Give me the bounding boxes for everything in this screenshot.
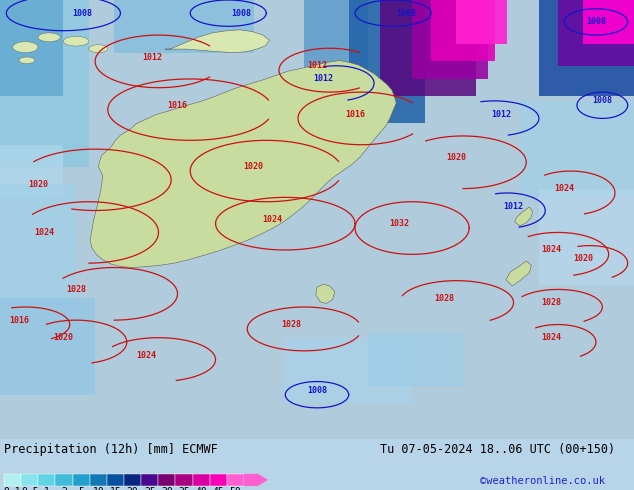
Bar [520, 101, 634, 197]
Bar [380, 0, 476, 97]
Bar [368, 333, 463, 386]
Text: 1012: 1012 [313, 74, 333, 83]
Text: 15: 15 [110, 487, 121, 490]
Bar [114, 0, 254, 52]
Text: 35: 35 [178, 487, 190, 490]
Text: 1008: 1008 [72, 9, 93, 18]
Text: 1008: 1008 [231, 9, 251, 18]
Bar [412, 0, 488, 79]
Text: 1028: 1028 [434, 294, 454, 303]
Polygon shape [90, 61, 396, 268]
Text: 1016: 1016 [9, 316, 29, 325]
Text: 40: 40 [195, 487, 207, 490]
Bar [193, 474, 210, 486]
Text: 1008: 1008 [592, 97, 612, 105]
Bar [0, 184, 76, 307]
Text: 1024: 1024 [541, 245, 562, 254]
Text: 1024: 1024 [262, 215, 283, 224]
Bar [0, 145, 63, 197]
Text: 10: 10 [93, 487, 104, 490]
Text: 1012: 1012 [142, 52, 162, 62]
Text: 1020: 1020 [573, 254, 593, 263]
Bar [0, 0, 89, 167]
Polygon shape [506, 261, 531, 286]
Text: 30: 30 [161, 487, 172, 490]
Text: 1024: 1024 [541, 333, 562, 342]
Bar [227, 474, 244, 486]
Bar [456, 0, 507, 44]
Text: Tu 07-05-2024 18..06 UTC (00+150): Tu 07-05-2024 18..06 UTC (00+150) [380, 442, 615, 456]
Text: 1008: 1008 [396, 9, 416, 18]
Text: 1012: 1012 [491, 110, 511, 119]
Bar [141, 474, 158, 486]
Bar [583, 0, 634, 44]
Bar [4, 474, 21, 486]
FancyArrow shape [244, 474, 268, 486]
Ellipse shape [13, 42, 38, 52]
Bar [349, 0, 425, 123]
Bar [38, 474, 55, 486]
Bar [539, 0, 634, 97]
Text: 1008: 1008 [307, 386, 327, 395]
Bar [158, 474, 176, 486]
Text: ©weatheronline.co.uk: ©weatheronline.co.uk [480, 476, 605, 486]
Ellipse shape [19, 57, 35, 64]
Text: 1016: 1016 [345, 110, 365, 119]
Bar [304, 0, 368, 79]
Bar [431, 0, 495, 61]
Bar [0, 298, 95, 395]
Bar [107, 474, 124, 486]
Bar [124, 474, 141, 486]
Bar [210, 474, 227, 486]
Text: 1032: 1032 [389, 219, 410, 228]
Text: 5: 5 [78, 487, 84, 490]
Text: 2: 2 [61, 487, 67, 490]
Text: 20: 20 [127, 487, 138, 490]
Text: 1028: 1028 [281, 320, 302, 329]
Bar [90, 474, 107, 486]
Text: 1024: 1024 [554, 184, 574, 193]
Text: 1020: 1020 [28, 180, 48, 189]
Polygon shape [316, 284, 335, 303]
Text: 45: 45 [212, 487, 224, 490]
Text: 1020: 1020 [53, 333, 74, 342]
Bar [72, 474, 90, 486]
Text: 25: 25 [144, 487, 155, 490]
Text: 50: 50 [230, 487, 242, 490]
Text: 1016: 1016 [167, 101, 188, 110]
Bar [539, 189, 634, 285]
Text: 1024: 1024 [136, 351, 156, 360]
Text: 1: 1 [44, 487, 50, 490]
Bar [0, 0, 63, 97]
Ellipse shape [63, 36, 89, 46]
Text: 1012: 1012 [307, 61, 327, 70]
Bar [21, 474, 38, 486]
Text: 0.1: 0.1 [4, 487, 22, 490]
Bar [55, 474, 72, 486]
Bar [558, 0, 634, 66]
Ellipse shape [38, 33, 60, 42]
Text: 1028: 1028 [541, 298, 562, 307]
Text: Precipitation (12h) [mm] ECMWF: Precipitation (12h) [mm] ECMWF [4, 442, 217, 456]
Text: 1008: 1008 [586, 18, 606, 26]
Text: 1020: 1020 [243, 162, 264, 171]
Polygon shape [515, 207, 533, 226]
Bar [176, 474, 193, 486]
Text: 0.5: 0.5 [21, 487, 39, 490]
Text: 1020: 1020 [446, 153, 467, 162]
Polygon shape [165, 30, 269, 52]
Text: 1012: 1012 [503, 201, 524, 211]
Bar [285, 338, 412, 403]
Ellipse shape [89, 45, 108, 52]
Text: 1028: 1028 [66, 285, 86, 294]
Text: 1024: 1024 [34, 228, 55, 237]
